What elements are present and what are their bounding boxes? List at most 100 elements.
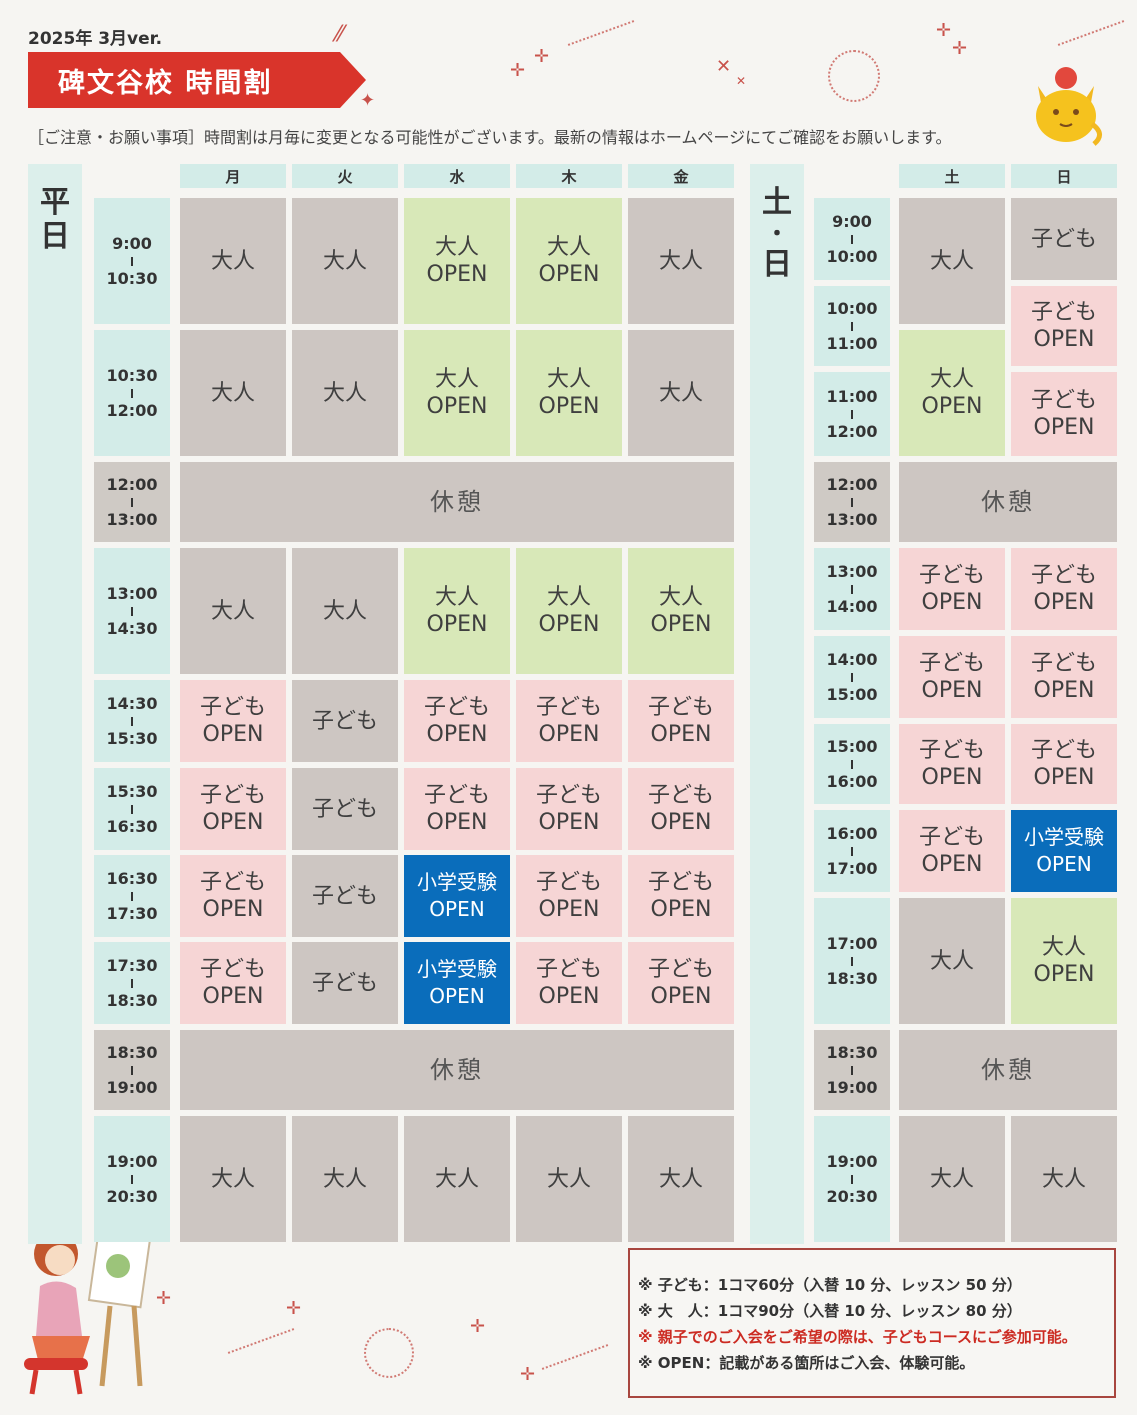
time-slot: 14:30 15:30 bbox=[94, 680, 170, 762]
dotted-line bbox=[567, 20, 635, 46]
time-slot: 18:30 19:00 bbox=[814, 1030, 890, 1110]
class-cell[interactable]: 子ども OPEN bbox=[516, 768, 622, 850]
mascot-cat-icon bbox=[1036, 67, 1102, 146]
weekday-label: 平日 bbox=[40, 185, 70, 254]
rest-cell: 休憩 bbox=[899, 462, 1117, 542]
dotted-line bbox=[541, 1344, 609, 1370]
class-cell[interactable]: 子ども OPEN bbox=[1011, 636, 1117, 718]
sparkle-icon: ✛ bbox=[286, 1298, 302, 1319]
class-cell[interactable]: 子ども OPEN bbox=[516, 680, 622, 762]
class-cell[interactable]: 子ども OPEN bbox=[628, 768, 734, 850]
rest-cell: 休憩 bbox=[899, 1030, 1117, 1110]
class-cell[interactable]: 大人 bbox=[628, 1116, 734, 1242]
time-slot: 12:00 13:00 bbox=[94, 462, 170, 542]
class-cell[interactable]: 小学受験 OPEN bbox=[404, 855, 510, 937]
class-cell[interactable]: 子ども OPEN bbox=[1011, 724, 1117, 804]
time-slot: 10:30 12:00 bbox=[94, 330, 170, 456]
class-cell[interactable]: 大人 bbox=[292, 330, 398, 456]
class-cell[interactable]: 子ども bbox=[292, 855, 398, 937]
time-slot: 13:00 14:30 bbox=[94, 548, 170, 674]
class-cell[interactable]: 大人 bbox=[292, 548, 398, 674]
sparkle-icon: ✛ bbox=[952, 38, 968, 59]
rest-cell: 休憩 bbox=[180, 462, 734, 542]
day-header-thu: 木 bbox=[516, 164, 622, 188]
class-cell[interactable]: 大人 OPEN bbox=[516, 330, 622, 456]
notice-text: ［ご注意・お願い事項］時間割は月毎に変更となる可能性がございます。最新の情報はホ… bbox=[28, 128, 952, 147]
class-cell[interactable]: 小学受験 OPEN bbox=[1011, 810, 1117, 892]
class-cell[interactable]: 子ども bbox=[292, 942, 398, 1024]
sparkle-icon: ✛ bbox=[534, 46, 550, 67]
class-cell[interactable]: 子ども OPEN bbox=[899, 810, 1005, 892]
class-cell[interactable]: 大人 bbox=[516, 1116, 622, 1242]
class-cell[interactable]: 子ども OPEN bbox=[1011, 286, 1117, 366]
class-cell[interactable]: 大人 OPEN bbox=[628, 548, 734, 674]
class-cell[interactable]: 大人 bbox=[292, 198, 398, 324]
class-cell[interactable]: 大人 OPEN bbox=[404, 548, 510, 674]
class-cell[interactable]: 子ども OPEN bbox=[628, 680, 734, 762]
dotted-circle bbox=[828, 50, 880, 102]
time-slot: 15:30 16:30 bbox=[94, 768, 170, 850]
sparkle-icon: ✛ bbox=[510, 60, 526, 81]
time-slot: 10:00 11:00 bbox=[814, 286, 890, 366]
weekend-label-top: 土 bbox=[762, 185, 792, 220]
class-cell[interactable]: 大人 bbox=[628, 198, 734, 324]
note-parent: ※ 親子でのご入会をご希望の際は、子どもコースにご参加可能。 bbox=[638, 1328, 1077, 1346]
class-cell[interactable]: 大人 bbox=[180, 330, 286, 456]
class-cell[interactable]: 大人 bbox=[899, 1116, 1005, 1242]
class-cell[interactable]: 小学受験 OPEN bbox=[404, 942, 510, 1024]
sparkle-icon: ✛ bbox=[520, 1364, 536, 1385]
sparkle-icon: ✛ bbox=[936, 20, 952, 41]
weekday-band bbox=[28, 164, 82, 1244]
time-slot: 16:30 17:30 bbox=[94, 855, 170, 937]
sparkle-icon: ✦ bbox=[360, 90, 376, 111]
class-cell[interactable]: 子ども OPEN bbox=[180, 855, 286, 937]
class-cell[interactable]: 子ども OPEN bbox=[516, 942, 622, 1024]
class-cell[interactable]: 大人 OPEN bbox=[516, 548, 622, 674]
class-cell[interactable]: 子ども OPEN bbox=[404, 680, 510, 762]
class-cell[interactable]: 子ども OPEN bbox=[899, 548, 1005, 630]
class-cell[interactable]: 大人 bbox=[292, 1116, 398, 1242]
class-cell[interactable]: 大人 bbox=[628, 330, 734, 456]
day-header-fri: 金 bbox=[628, 164, 734, 188]
class-cell[interactable]: 子ども OPEN bbox=[1011, 372, 1117, 456]
class-cell[interactable]: 子ども bbox=[292, 680, 398, 762]
class-cell[interactable]: 子ども OPEN bbox=[628, 855, 734, 937]
class-cell[interactable]: 大人 OPEN bbox=[1011, 898, 1117, 1024]
time-slot: 17:00 18:30 bbox=[814, 898, 890, 1024]
class-cell[interactable]: 大人 bbox=[180, 1116, 286, 1242]
day-header-sun: 日 bbox=[1011, 164, 1117, 188]
class-cell[interactable]: 大人 OPEN bbox=[404, 198, 510, 324]
version-label: 2025年 3月ver. bbox=[28, 29, 163, 49]
dotted-line bbox=[1057, 20, 1125, 46]
banner-arrow bbox=[340, 52, 366, 108]
class-cell[interactable]: 子ども OPEN bbox=[404, 768, 510, 850]
class-cell[interactable]: 大人 bbox=[899, 198, 1005, 324]
class-cell[interactable]: 子ども OPEN bbox=[1011, 548, 1117, 630]
dotted-circle bbox=[364, 1328, 414, 1378]
day-header-sat: 土 bbox=[899, 164, 1005, 188]
class-cell[interactable]: 子ども OPEN bbox=[899, 636, 1005, 718]
day-header-tue: 火 bbox=[292, 164, 398, 188]
class-cell[interactable]: 子ども bbox=[292, 768, 398, 850]
class-cell[interactable]: 大人 OPEN bbox=[404, 330, 510, 456]
class-cell[interactable]: 大人 bbox=[180, 548, 286, 674]
time-slot: 18:30 19:00 bbox=[94, 1030, 170, 1110]
class-cell[interactable]: 子ども OPEN bbox=[628, 942, 734, 1024]
class-cell[interactable]: 子ども OPEN bbox=[180, 942, 286, 1024]
class-cell[interactable]: 大人 bbox=[180, 198, 286, 324]
page-title: 碑文谷校 時間割 bbox=[28, 52, 340, 108]
time-slot: 13:00 14:00 bbox=[814, 548, 890, 630]
class-cell[interactable]: 大人 OPEN bbox=[899, 330, 1005, 456]
class-cell[interactable]: 大人 OPEN bbox=[516, 198, 622, 324]
class-cell[interactable]: 大人 bbox=[1011, 1116, 1117, 1242]
class-cell[interactable]: 子ども bbox=[1011, 198, 1117, 280]
class-cell[interactable]: 子ども OPEN bbox=[516, 855, 622, 937]
class-cell[interactable]: 子ども OPEN bbox=[180, 680, 286, 762]
class-cell[interactable]: 大人 bbox=[899, 898, 1005, 1024]
class-cell[interactable]: 大人 bbox=[404, 1116, 510, 1242]
class-cell[interactable]: 子ども OPEN bbox=[899, 724, 1005, 804]
day-header-mon: 月 bbox=[180, 164, 286, 188]
class-cell[interactable]: 子ども OPEN bbox=[180, 768, 286, 850]
weekend-label-bottom: 日 bbox=[762, 247, 792, 282]
time-slot: 19:00 20:30 bbox=[94, 1116, 170, 1242]
